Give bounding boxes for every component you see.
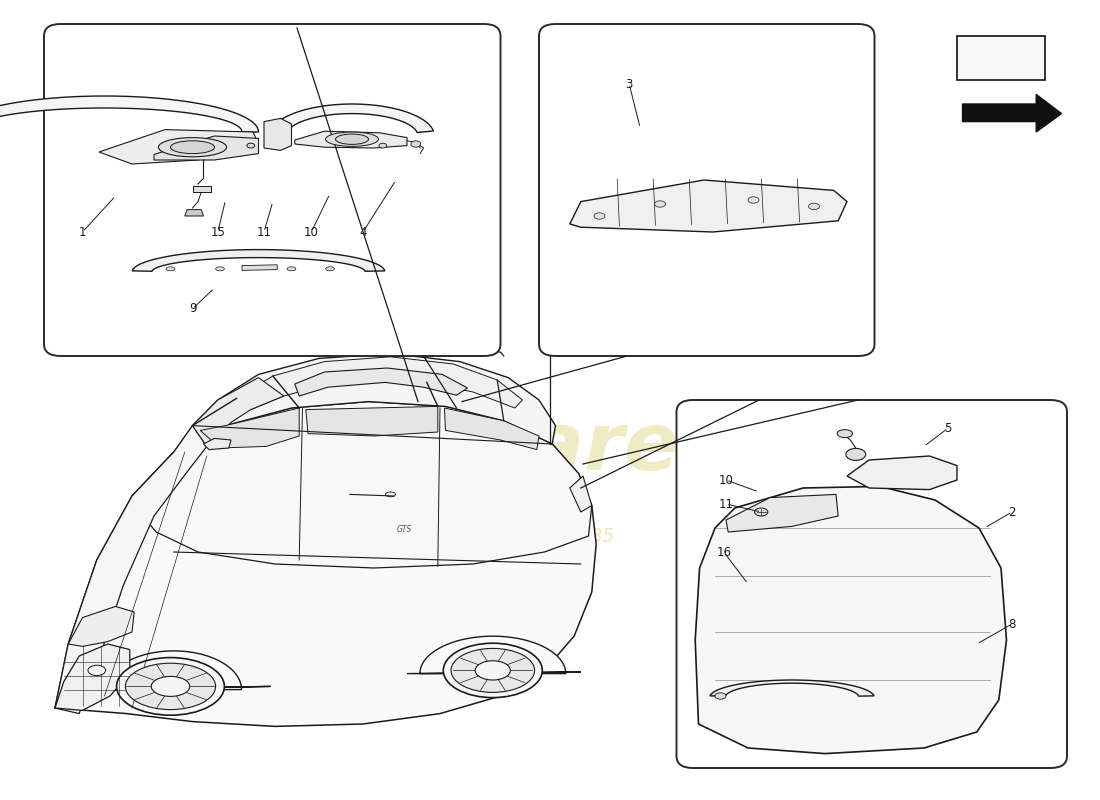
Text: 5: 5 xyxy=(945,422,952,434)
Polygon shape xyxy=(200,408,299,448)
Polygon shape xyxy=(710,680,874,696)
Ellipse shape xyxy=(378,143,387,148)
Polygon shape xyxy=(132,402,592,568)
Polygon shape xyxy=(55,426,207,714)
Ellipse shape xyxy=(846,448,866,460)
Polygon shape xyxy=(242,265,277,270)
FancyBboxPatch shape xyxy=(44,24,501,356)
Ellipse shape xyxy=(170,141,214,154)
Text: 8: 8 xyxy=(1009,618,1015,630)
Polygon shape xyxy=(192,378,284,446)
Ellipse shape xyxy=(152,676,189,696)
Polygon shape xyxy=(204,438,231,450)
Text: 11: 11 xyxy=(718,498,734,510)
Ellipse shape xyxy=(475,661,510,680)
Ellipse shape xyxy=(216,266,224,270)
Polygon shape xyxy=(192,354,556,444)
Ellipse shape xyxy=(411,141,420,147)
Polygon shape xyxy=(236,357,522,410)
Ellipse shape xyxy=(326,266,334,270)
Ellipse shape xyxy=(654,201,666,207)
Polygon shape xyxy=(695,486,1006,754)
Text: 10: 10 xyxy=(304,226,319,238)
Ellipse shape xyxy=(443,643,542,698)
Polygon shape xyxy=(295,368,468,396)
Ellipse shape xyxy=(837,430,852,438)
Ellipse shape xyxy=(755,508,768,516)
Ellipse shape xyxy=(326,132,378,146)
Ellipse shape xyxy=(386,492,396,497)
Ellipse shape xyxy=(336,134,368,145)
Polygon shape xyxy=(295,131,407,148)
Text: autospares: autospares xyxy=(219,409,727,487)
Polygon shape xyxy=(271,104,433,133)
Text: 2: 2 xyxy=(1009,506,1015,518)
Polygon shape xyxy=(407,636,581,674)
Ellipse shape xyxy=(748,197,759,203)
Polygon shape xyxy=(55,644,130,710)
Text: 16: 16 xyxy=(716,546,732,558)
Ellipse shape xyxy=(166,266,175,270)
Polygon shape xyxy=(847,456,957,490)
Polygon shape xyxy=(570,180,847,232)
Polygon shape xyxy=(185,210,204,216)
Ellipse shape xyxy=(287,266,296,270)
Text: a passion for parts since 1985: a passion for parts since 1985 xyxy=(331,526,615,546)
Ellipse shape xyxy=(117,658,224,715)
Polygon shape xyxy=(726,494,838,532)
Text: 10: 10 xyxy=(718,474,734,486)
Ellipse shape xyxy=(808,203,820,210)
Ellipse shape xyxy=(125,663,216,710)
Text: 15: 15 xyxy=(210,226,225,238)
Ellipse shape xyxy=(158,138,227,157)
Polygon shape xyxy=(264,118,292,150)
Ellipse shape xyxy=(451,648,535,692)
Polygon shape xyxy=(77,651,271,690)
Polygon shape xyxy=(444,408,539,450)
Ellipse shape xyxy=(715,693,726,699)
Text: 9: 9 xyxy=(189,302,196,315)
FancyBboxPatch shape xyxy=(957,36,1045,80)
Polygon shape xyxy=(55,402,596,726)
FancyBboxPatch shape xyxy=(676,400,1067,768)
FancyBboxPatch shape xyxy=(539,24,874,356)
Polygon shape xyxy=(0,96,258,132)
Text: 11: 11 xyxy=(256,226,272,238)
Polygon shape xyxy=(306,406,438,436)
Polygon shape xyxy=(68,606,134,646)
Polygon shape xyxy=(962,94,1062,132)
Polygon shape xyxy=(192,186,211,192)
Text: 4: 4 xyxy=(360,226,366,238)
Polygon shape xyxy=(99,130,258,164)
Polygon shape xyxy=(154,136,258,160)
Text: 3: 3 xyxy=(626,78,632,90)
Ellipse shape xyxy=(594,213,605,219)
Ellipse shape xyxy=(246,143,255,148)
Text: GTS: GTS xyxy=(397,525,412,534)
Text: 1: 1 xyxy=(79,226,86,238)
Polygon shape xyxy=(132,250,385,271)
Polygon shape xyxy=(570,476,592,512)
Ellipse shape xyxy=(88,666,106,675)
